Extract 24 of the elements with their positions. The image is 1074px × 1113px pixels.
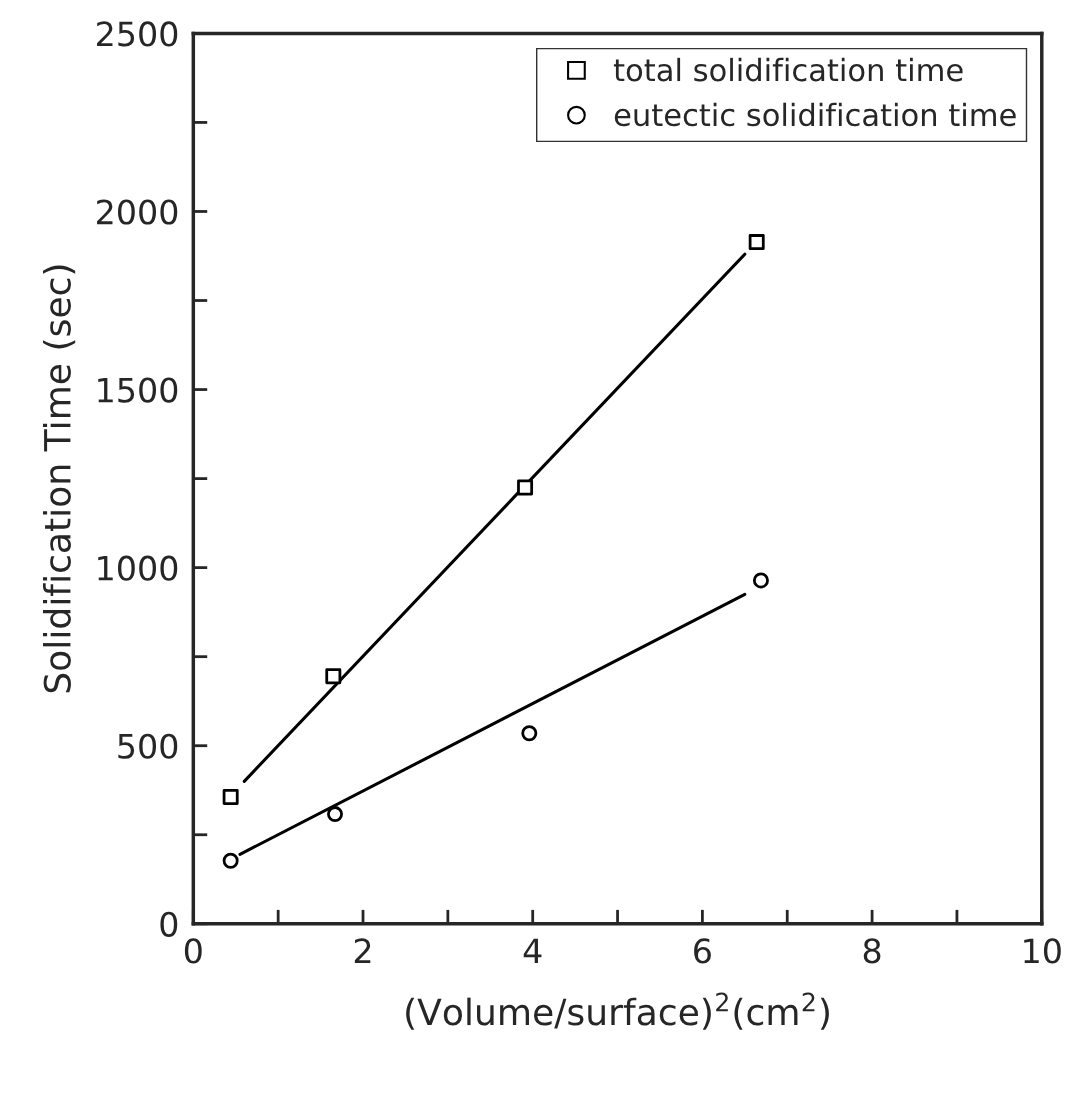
x-tick-label: 10 — [1024, 938, 1061, 964]
x-tick-label: 0 — [184, 938, 202, 964]
y-tick-label: 0 — [160, 911, 178, 937]
x-axis-title: (Volume/surface)$^{2}$(cm$^{2}$) — [406, 992, 829, 1030]
y-tick-label: 2500 — [97, 21, 178, 47]
point — [521, 725, 538, 742]
legend-label: total solidification time — [613, 57, 963, 82]
point — [222, 852, 239, 869]
point — [327, 806, 343, 823]
y-tick-label: 500 — [118, 733, 178, 759]
point — [752, 572, 769, 589]
x-tick-label: 8 — [863, 938, 881, 964]
point — [325, 668, 342, 685]
point — [748, 234, 765, 251]
x-tick-label: 6 — [694, 938, 711, 964]
legend-label: eutectic solidification time — [614, 102, 1016, 127]
x-tick-label: 2 — [354, 938, 371, 964]
point — [517, 479, 534, 496]
y-tick-label: 2000 — [97, 199, 178, 225]
y-tick-label: 1500 — [98, 377, 178, 403]
y-axis-title: Solidification Time (sec) — [42, 265, 76, 693]
point — [222, 789, 239, 805]
y-tick-label: 1000 — [98, 555, 178, 581]
x-tick-label: 4 — [523, 938, 542, 964]
